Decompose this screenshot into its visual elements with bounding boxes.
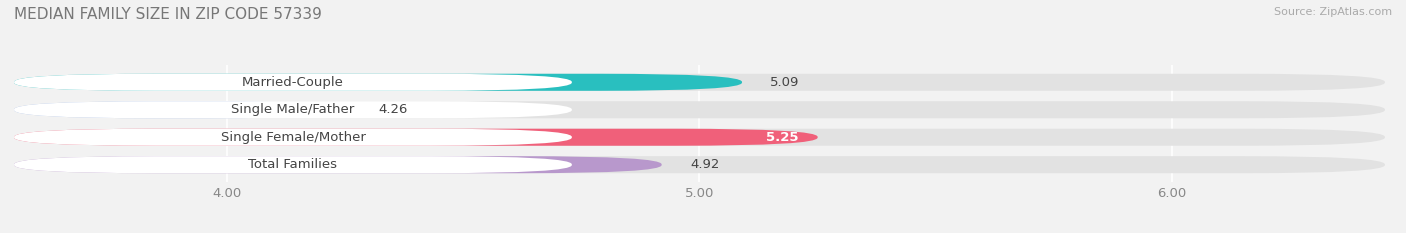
FancyBboxPatch shape <box>14 129 1385 146</box>
FancyBboxPatch shape <box>14 156 1385 173</box>
FancyBboxPatch shape <box>14 129 818 146</box>
Text: 4.26: 4.26 <box>378 103 408 116</box>
FancyBboxPatch shape <box>14 101 1385 118</box>
Text: 5.25: 5.25 <box>766 131 799 144</box>
FancyBboxPatch shape <box>14 156 572 173</box>
FancyBboxPatch shape <box>14 156 662 173</box>
FancyBboxPatch shape <box>14 101 350 118</box>
Text: 5.09: 5.09 <box>770 76 800 89</box>
FancyBboxPatch shape <box>14 129 572 146</box>
Text: Total Families: Total Families <box>249 158 337 171</box>
Text: 4.92: 4.92 <box>690 158 720 171</box>
Text: Source: ZipAtlas.com: Source: ZipAtlas.com <box>1274 7 1392 17</box>
Text: Married-Couple: Married-Couple <box>242 76 344 89</box>
FancyBboxPatch shape <box>14 101 572 118</box>
FancyBboxPatch shape <box>14 74 742 91</box>
Text: MEDIAN FAMILY SIZE IN ZIP CODE 57339: MEDIAN FAMILY SIZE IN ZIP CODE 57339 <box>14 7 322 22</box>
Text: Single Male/Father: Single Male/Father <box>232 103 354 116</box>
FancyBboxPatch shape <box>14 74 572 91</box>
Text: Single Female/Mother: Single Female/Mother <box>221 131 366 144</box>
FancyBboxPatch shape <box>14 74 1385 91</box>
